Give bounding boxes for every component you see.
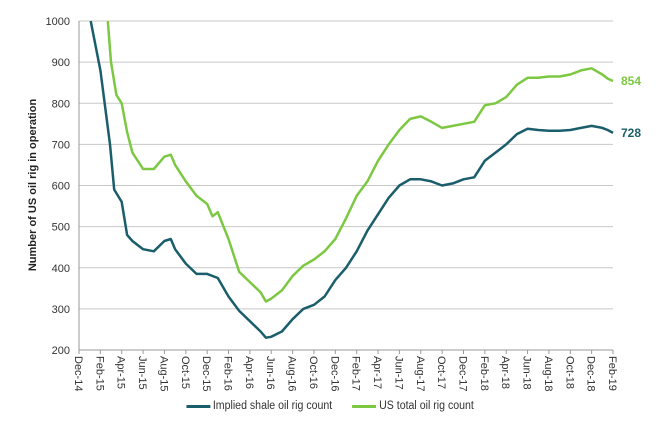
x-tick-label: Oct-17 [435, 356, 447, 389]
x-tick-label: Dec-17 [456, 356, 468, 391]
legend-label-total: US total oil rig count [379, 400, 474, 412]
x-tick-label: Aug-17 [414, 356, 426, 391]
x-tick-label: Apr-17 [371, 356, 383, 389]
y-tick-label: 800 [52, 98, 70, 110]
legend-swatch-shale [186, 404, 211, 408]
x-tick-label: Dec-14 [72, 356, 84, 391]
y-tick-label: 1000 [46, 16, 70, 28]
x-tick-label: Feb-19 [606, 356, 618, 391]
x-tick-label: Jun-18 [521, 356, 533, 390]
y-axis-ticks: 200 300 400 500 600 700 800 900 1000 [46, 16, 70, 357]
y-tick-label: 600 [52, 181, 70, 193]
end-value-label: 728 [621, 126, 641, 140]
y-tick-label: 400 [52, 263, 70, 275]
x-tick-label: Aug-18 [542, 356, 554, 391]
legend: Implied shale oil rig count US total oil… [26, 400, 633, 412]
x-tick-label: Dec-18 [585, 356, 597, 391]
x-tick-label: Jun-16 [264, 356, 276, 390]
x-axis-ticks: Dec-14 Feb-15 Apr-15 Jun-15 Aug-15 Oct-15 Dec-… [72, 350, 618, 391]
x-tick-label: Feb-18 [478, 356, 490, 391]
y-tick-label: 300 [52, 304, 70, 316]
x-tick-label: Dec-15 [200, 356, 212, 391]
y-tick-label: 900 [52, 57, 70, 69]
legend-item-total: US total oil rig count [352, 400, 474, 412]
x-tick-label: Dec-16 [328, 356, 340, 391]
x-tick-label: Feb-17 [350, 356, 362, 391]
x-tick-label: Apr-18 [499, 356, 511, 389]
y-tick-label: 500 [52, 222, 70, 234]
total-rig-count-line [106, 20, 614, 303]
x-tick-label: Aug-15 [157, 356, 169, 391]
x-tick-label: Apr-16 [243, 356, 255, 389]
x-tick-label: Oct-16 [307, 356, 319, 389]
x-tick-label: Feb-16 [222, 356, 234, 391]
x-tick-label: Apr-15 [115, 356, 127, 389]
x-tick-label: Aug-16 [286, 356, 298, 391]
x-tick-label: Jun-15 [136, 356, 148, 390]
legend-label-shale: Implied shale oil rig count [212, 400, 333, 412]
series-lines: 728 854 [89, 20, 641, 339]
end-value-label: 854 [621, 74, 641, 88]
shale-rig-count-line [89, 20, 614, 339]
y-tick-label: 700 [52, 139, 70, 151]
x-tick-label: Jun-17 [392, 356, 404, 390]
legend-item-shale: Implied shale oil rig count [186, 400, 332, 412]
y-axis-label: Number of US oil rig in operation [27, 99, 39, 272]
x-tick-label: Oct-18 [563, 356, 575, 389]
x-tick-label: Oct-15 [179, 356, 191, 389]
gridlines [78, 20, 613, 351]
legend-swatch-total [352, 404, 377, 408]
y-tick-label: 200 [52, 345, 70, 357]
x-tick-label: Feb-15 [93, 356, 105, 391]
